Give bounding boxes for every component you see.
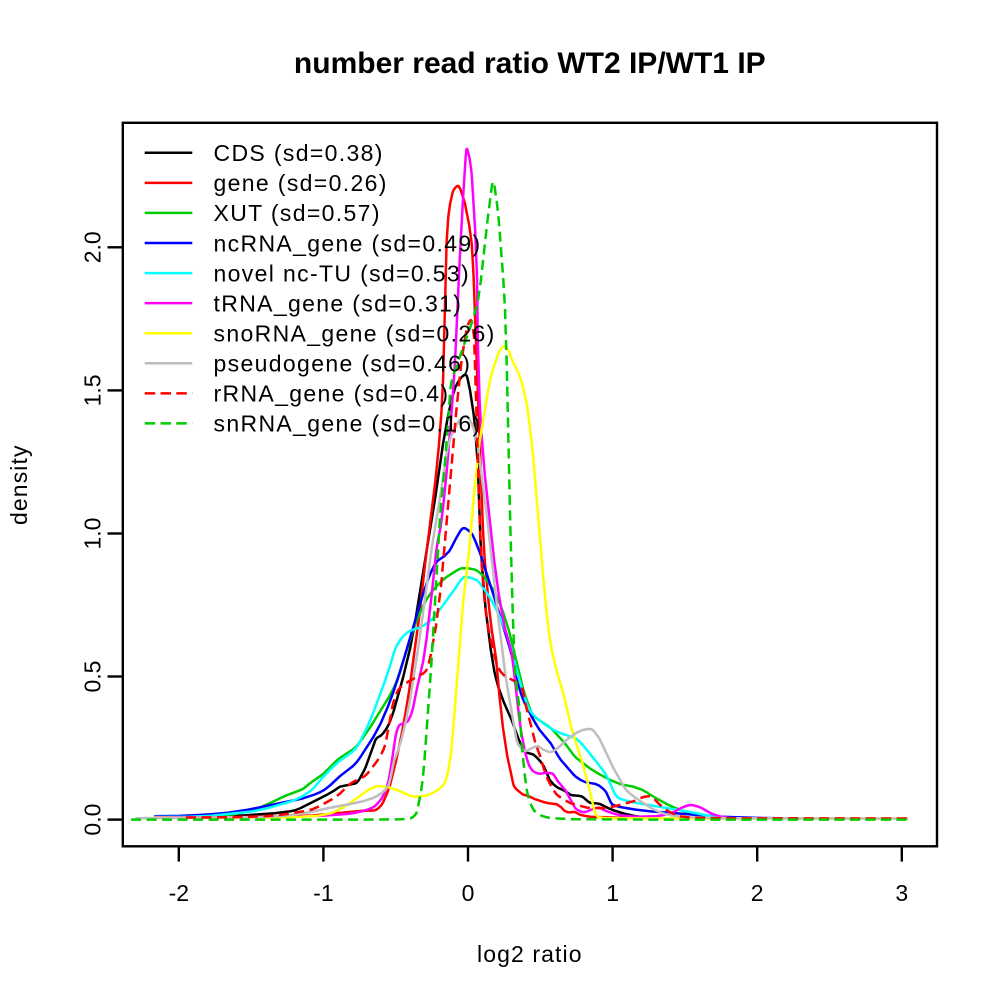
svg-text:2.0: 2.0 <box>80 231 106 263</box>
svg-text:0: 0 <box>462 880 475 906</box>
svg-text:XUT (sd=0.57): XUT (sd=0.57) <box>214 200 381 226</box>
svg-text:snoRNA_gene (sd=0.26): snoRNA_gene (sd=0.26) <box>214 321 496 347</box>
svg-text:0.5: 0.5 <box>80 661 106 693</box>
svg-text:-1: -1 <box>313 880 333 906</box>
svg-text:1.5: 1.5 <box>80 374 106 406</box>
svg-text:gene (sd=0.26): gene (sd=0.26) <box>214 170 388 196</box>
svg-text:1.0: 1.0 <box>80 518 106 550</box>
svg-text:-2: -2 <box>169 880 189 906</box>
svg-text:2: 2 <box>751 880 764 906</box>
svg-text:tRNA_gene (sd=0.31): tRNA_gene (sd=0.31) <box>214 290 463 316</box>
svg-text:0.0: 0.0 <box>80 804 106 836</box>
svg-text:number read ratio WT2 IP/WT1 I: number read ratio WT2 IP/WT1 IP <box>294 47 766 80</box>
svg-text:3: 3 <box>895 880 908 906</box>
svg-text:log2 ratio: log2 ratio <box>477 941 583 967</box>
svg-text:rRNA_gene (sd=0.4): rRNA_gene (sd=0.4) <box>214 381 450 407</box>
svg-text:pseudogene (sd=0.46): pseudogene (sd=0.46) <box>214 351 472 377</box>
svg-text:ncRNA_gene (sd=0.49): ncRNA_gene (sd=0.49) <box>214 230 482 256</box>
svg-text:1: 1 <box>606 880 619 906</box>
svg-text:novel nc-TU (sd=0.53): novel nc-TU (sd=0.53) <box>214 260 471 286</box>
svg-text:snRNA_gene (sd=0.16): snRNA_gene (sd=0.16) <box>214 411 482 437</box>
svg-text:CDS (sd=0.38): CDS (sd=0.38) <box>214 140 384 166</box>
svg-text:density: density <box>6 444 32 525</box>
